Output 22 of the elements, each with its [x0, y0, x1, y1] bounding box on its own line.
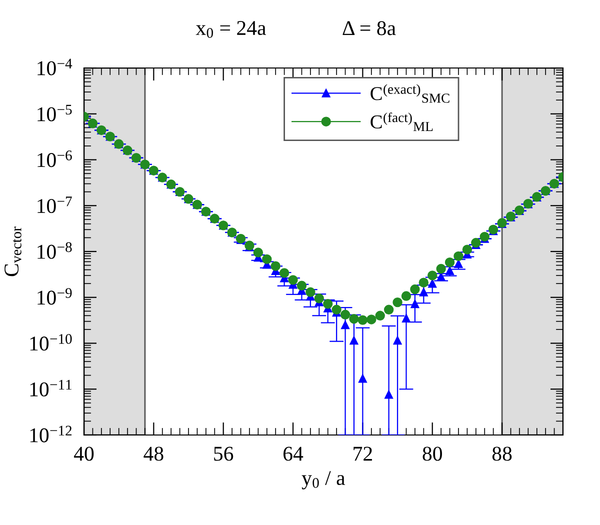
y-tick-label: 10$^{−5}$: [38, 104, 72, 122]
legend-label: C$^{(fact)}$$_{ML}$: [370, 112, 433, 131]
x-tick-label: 40: [74, 446, 94, 461]
x-tick-label: 72: [354, 446, 372, 461]
x-tick-label: 80: [422, 446, 442, 461]
y-tick-label: 10$^{−9}$: [38, 288, 72, 305]
y-tick-label: 10$^{−12}$: [30, 426, 72, 442]
y-tick-label: 10$^{−7}$: [38, 196, 72, 214]
x-tick-label: 64: [283, 446, 304, 461]
x-axis-title: y$_{0}$ / a: [302, 471, 346, 490]
y-tick-label: 10$^{−8}$: [38, 242, 72, 259]
text: x$_{0}$ = 24a: [196, 21, 266, 38]
x-tick-label: 56: [214, 446, 234, 461]
y-tick-label: 10$^{−10}$: [30, 334, 72, 351]
y-axis-title: C$_{vector}$: [4, 226, 22, 276]
y-tick-label: 10$^{−11}$: [30, 380, 72, 396]
text: Δ = 8a: [342, 21, 396, 36]
legend-label: C$^{(exact)}$$_{SMC}$: [370, 84, 450, 103]
x-tick-label: 88: [492, 446, 512, 461]
y-tick-label: 10$^{−4}$: [38, 58, 72, 76]
y-tick-label: 10$^{−6}$: [38, 150, 72, 168]
x-tick-label: 48: [144, 446, 164, 461]
